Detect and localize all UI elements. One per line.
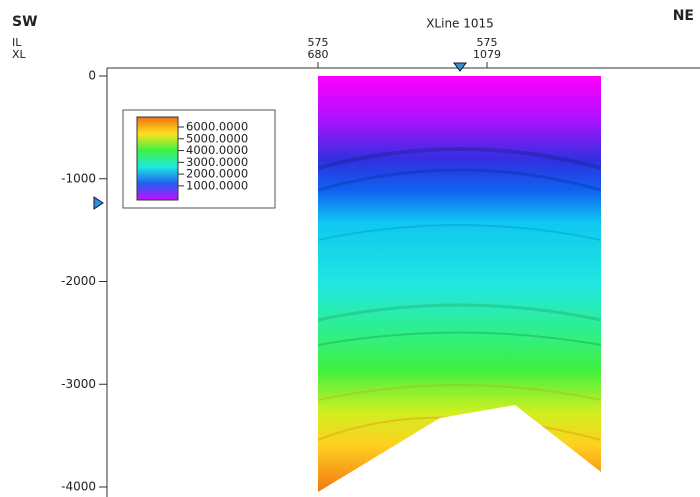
- colorbar: [137, 117, 178, 200]
- trace-xl: 680: [308, 48, 329, 61]
- row-label: XL: [12, 48, 27, 61]
- section-title: XLine 1015: [426, 17, 494, 31]
- marker: [94, 197, 103, 209]
- y-tick-label: 0: [88, 69, 96, 83]
- trace-xl: 1079: [473, 48, 501, 61]
- y-tick-label: -3000: [61, 377, 96, 391]
- y-tick-label: -4000: [61, 480, 96, 494]
- section-image: [318, 76, 601, 496]
- seismic-view: SW NE XLine 1015 IL XL 57568057510790-10…: [0, 0, 700, 497]
- velocity-section: [318, 76, 601, 496]
- y-tick-label: -2000: [61, 274, 96, 288]
- colorbar-label: 1000.0000: [186, 178, 248, 192]
- direction-left: SW: [12, 14, 38, 30]
- y-tick-label: -1000: [61, 171, 96, 185]
- direction-right: NE: [673, 8, 694, 24]
- marker: [454, 63, 466, 71]
